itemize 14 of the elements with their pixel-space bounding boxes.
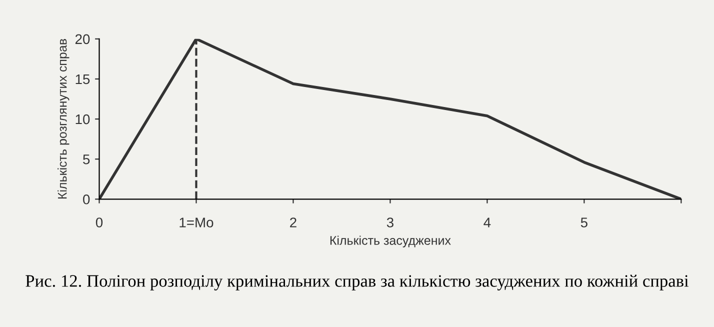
y-tick-label: 20	[75, 34, 90, 44]
x-tick-label: 4	[484, 218, 491, 228]
x-tick-label: 2	[290, 218, 296, 228]
y-axis-title: Кількість розглянутих справ	[58, 39, 70, 199]
y-tick-label: 15	[76, 74, 90, 84]
x-tick-label: 0	[96, 218, 103, 228]
x-tick-label: 5	[580, 218, 588, 228]
x-tick-label: 1=Mo	[180, 218, 214, 228]
y-tick-label: 10	[76, 114, 90, 124]
y-tick-label: 5	[83, 154, 90, 164]
x-tick-label: 3	[386, 218, 394, 228]
y-tick-label: 0	[83, 194, 90, 204]
x-axis-title: Кількість засуджених	[330, 236, 451, 248]
text: Рис. 12. Полігон розподілу кримінальних справ за кількістю засуджених по кожній справі	[26, 274, 689, 290]
